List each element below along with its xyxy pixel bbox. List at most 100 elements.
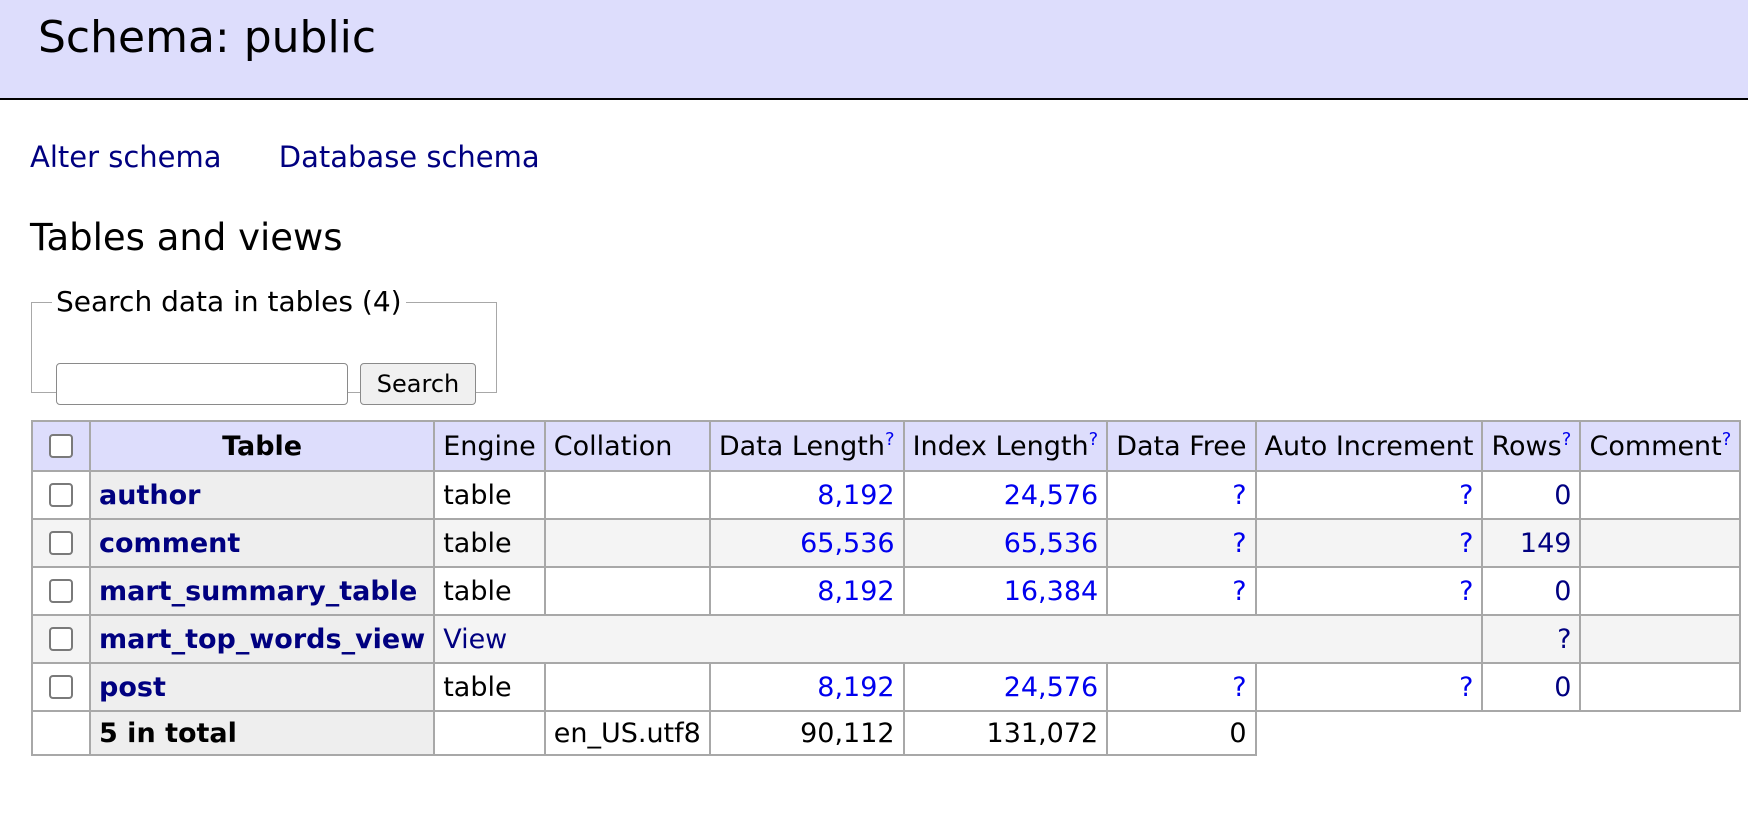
table-name-link[interactable]: mart_top_words_view: [99, 623, 426, 655]
index-length-link[interactable]: 16,384: [1003, 575, 1099, 607]
total-data-free-cell: 0: [1106, 710, 1257, 756]
rows-link[interactable]: 0: [1554, 479, 1572, 511]
index-length-cell: 24,576: [902, 662, 1109, 712]
data-length-help-link[interactable]: ?: [885, 428, 895, 450]
page-title: Schema: public: [38, 12, 377, 63]
table-name-link[interactable]: comment: [99, 527, 241, 559]
tables-grid: Table Engine Collation Data Length? Inde…: [31, 420, 1742, 756]
col-table[interactable]: Table: [88, 420, 436, 472]
index-length-link[interactable]: 24,576: [1003, 671, 1099, 703]
col-index-length-label: Index Length: [912, 430, 1089, 462]
view-engine-cell: View: [433, 614, 1484, 664]
data-length-link[interactable]: 8,192: [817, 671, 895, 703]
auto-increment-link[interactable]: ?: [1459, 671, 1474, 703]
table-name-link[interactable]: mart_summary_table: [99, 575, 418, 607]
row-select-cell: [31, 662, 91, 712]
col-comment: Comment?: [1579, 420, 1742, 472]
index-length-help-link[interactable]: ?: [1088, 428, 1099, 450]
col-collation-label: Collation: [553, 430, 673, 462]
col-data-length-label: Data Length: [718, 430, 886, 462]
auto-increment-link[interactable]: ?: [1459, 575, 1474, 607]
total-data-length-cell: 90,112: [708, 710, 905, 756]
table-name-link[interactable]: post: [99, 671, 166, 703]
view-link[interactable]: View: [443, 623, 508, 655]
row-checkbox[interactable]: [49, 579, 73, 603]
total-filler: [1255, 711, 1483, 755]
col-index-length: Index Length?: [902, 420, 1109, 472]
rows-link[interactable]: 0: [1554, 671, 1572, 703]
table-header-row: Table Engine Collation Data Length? Inde…: [31, 420, 1742, 472]
comment-help-link[interactable]: ?: [1721, 428, 1732, 450]
col-comment-label: Comment: [1589, 430, 1722, 462]
table-name-cell: post: [88, 662, 436, 712]
col-data-free: Data Free: [1106, 420, 1257, 472]
data-free-link[interactable]: ?: [1232, 479, 1247, 511]
collation-cell: [543, 566, 711, 616]
total-label: 5 in total: [88, 710, 436, 756]
col-rows: Rows?: [1481, 420, 1582, 472]
index-length-cell: 16,384: [902, 566, 1109, 616]
table-row: post table 8,192 24,576 ? ? 0: [31, 662, 1742, 712]
total-engine-cell: [433, 710, 546, 756]
auto-increment-link[interactable]: ?: [1459, 527, 1474, 559]
data-free-link[interactable]: ?: [1232, 527, 1247, 559]
search-button[interactable]: Search: [360, 363, 476, 405]
table-name-cell: author: [88, 470, 436, 520]
table-name-link[interactable]: author: [99, 479, 201, 511]
rows-link[interactable]: 149: [1519, 527, 1572, 559]
total-collation-cell: en_US.utf8: [543, 710, 711, 756]
data-free-link[interactable]: ?: [1232, 575, 1247, 607]
data-length-link[interactable]: 8,192: [817, 479, 895, 511]
row-checkbox[interactable]: [49, 675, 73, 699]
auto-increment-cell: ?: [1254, 566, 1484, 616]
index-length-cell: 65,536: [902, 518, 1109, 568]
data-length-cell: 8,192: [708, 566, 905, 616]
col-rows-label: Rows: [1491, 430, 1562, 462]
data-length-link[interactable]: 65,536: [800, 527, 895, 559]
collation-cell: [543, 662, 711, 712]
row-checkbox[interactable]: [49, 627, 73, 651]
select-all-checkbox[interactable]: [49, 434, 73, 458]
collation-cell: [543, 518, 711, 568]
col-data-length: Data Length?: [708, 420, 905, 472]
comment-cell: [1579, 614, 1742, 664]
table-row: comment table 65,536 65,536 ? ? 149: [31, 518, 1742, 568]
select-all-cell: [31, 420, 91, 472]
alter-schema-link[interactable]: Alter schema: [30, 140, 222, 174]
data-free-link[interactable]: ?: [1232, 671, 1247, 703]
auto-increment-link[interactable]: ?: [1459, 479, 1474, 511]
rows-link[interactable]: 0: [1554, 575, 1572, 607]
index-length-link[interactable]: 24,576: [1003, 479, 1099, 511]
rows-cell: 0: [1481, 566, 1582, 616]
row-select-cell: [31, 566, 91, 616]
total-row: 5 in total en_US.utf8 90,112 131,072 0: [31, 710, 1741, 756]
col-data-free-label: Data Free: [1116, 430, 1247, 462]
data-free-cell: ?: [1106, 566, 1257, 616]
rows-help-link[interactable]: ?: [1561, 428, 1572, 450]
search-legend: Search data in tables (4): [56, 285, 402, 318]
data-free-cell: ?: [1106, 662, 1257, 712]
index-length-link[interactable]: 65,536: [1003, 527, 1099, 559]
total-empty-cell: [31, 710, 91, 756]
table-name-cell: mart_summary_table: [88, 566, 436, 616]
col-engine: Engine: [433, 420, 546, 472]
engine-cell: table: [433, 470, 546, 520]
data-length-cell: 8,192: [708, 662, 905, 712]
data-length-link[interactable]: 8,192: [817, 575, 895, 607]
data-length-cell: 65,536: [708, 518, 905, 568]
total-filler: [1580, 711, 1741, 755]
col-collation: Collation: [543, 420, 711, 472]
table-row: mart_top_words_view View ?: [31, 614, 1742, 664]
database-schema-link[interactable]: Database schema: [278, 140, 540, 174]
search-fieldset: Search data in tables (4) Search: [31, 285, 497, 405]
rows-link[interactable]: ?: [1557, 623, 1572, 655]
search-input[interactable]: [56, 363, 348, 405]
row-select-cell: [31, 470, 91, 520]
index-length-cell: 24,576: [902, 470, 1109, 520]
rows-cell: ?: [1481, 614, 1582, 664]
section-title: Tables and views: [30, 216, 343, 259]
table-name-cell: comment: [88, 518, 436, 568]
row-checkbox[interactable]: [49, 531, 73, 555]
page-header: Schema: public: [0, 0, 1748, 100]
row-checkbox[interactable]: [49, 483, 73, 507]
